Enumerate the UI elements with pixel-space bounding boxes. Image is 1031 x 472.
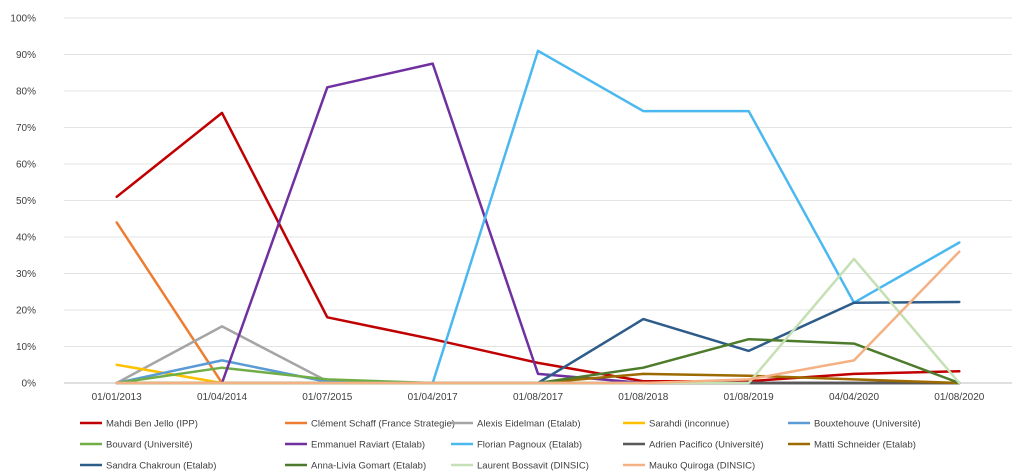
legend-label: Florian Pagnoux (Etalab) [477,439,582,450]
y-tick-label: 50% [16,196,36,207]
legend-label: Sandra Chakroun (Etalab) [106,460,216,471]
y-tick-label: 20% [16,306,36,317]
x-tick-label: 04/04/2020 [829,392,879,403]
series-line-0 [115,111,961,383]
y-tick-label: 80% [16,87,36,98]
legend-label: Bouxtehouve (Université) [814,418,921,429]
legend-label: Matti Schneider (Etalab) [814,439,916,450]
series-line-13 [115,250,961,385]
legend-label: Mauko Quiroga (DINSIC) [649,460,755,471]
x-tick-label: 01/08/2020 [934,392,984,403]
legend: Mahdi Ben Jello (IPP) Clément Schaff (Fra… [80,418,921,471]
series-lines [115,49,961,385]
y-tick-label: 60% [16,160,36,171]
legend-label: Laurent Bossavit (DINSIC) [477,460,589,471]
series-line-7 [115,49,961,385]
legend-label: Alexis Eidelman (Etalab) [477,418,581,429]
x-tick-label: 01/08/2019 [724,392,774,403]
gridlines [64,17,1012,384]
y-tick-label: 30% [16,269,36,280]
x-axis-tick-labels: 01/01/2013 01/04/2014 01/07/2015 01/04/2017… [92,392,985,403]
x-tick-label: 01/04/2017 [408,392,458,403]
legend-label: Clément Schaff (France Strategie) [311,418,455,429]
legend-label: Anna-Livia Gomart (Etalab) [311,460,426,471]
legend-label: Mahdi Ben Jello (IPP) [106,418,198,429]
x-tick-label: 01/01/2013 [92,392,142,403]
legend-label: Sarahdi (inconnue) [649,418,729,429]
x-tick-label: 01/08/2017 [513,392,563,403]
y-tick-label: 100% [10,14,36,25]
series-line-1 [115,221,961,385]
y-tick-label: 70% [16,123,36,134]
y-tick-label: 90% [16,50,36,61]
y-axis-tick-labels: 0% 10% 20% 30% 40% 50% 60% 70% 80% 90% 100% [10,14,36,390]
legend-label: Adrien Pacifico (Université) [649,439,764,450]
y-tick-label: 0% [22,379,37,390]
y-tick-label: 10% [16,342,36,353]
x-tick-label: 01/08/2018 [618,392,668,403]
series-line-6 [115,62,961,385]
x-tick-label: 01/04/2014 [197,392,247,403]
legend-label: Emmanuel Raviart (Etalab) [311,439,425,450]
y-tick-label: 40% [16,233,36,244]
legend-label: Bouvard (Université) [106,439,193,450]
x-tick-label: 01/07/2015 [302,392,352,403]
